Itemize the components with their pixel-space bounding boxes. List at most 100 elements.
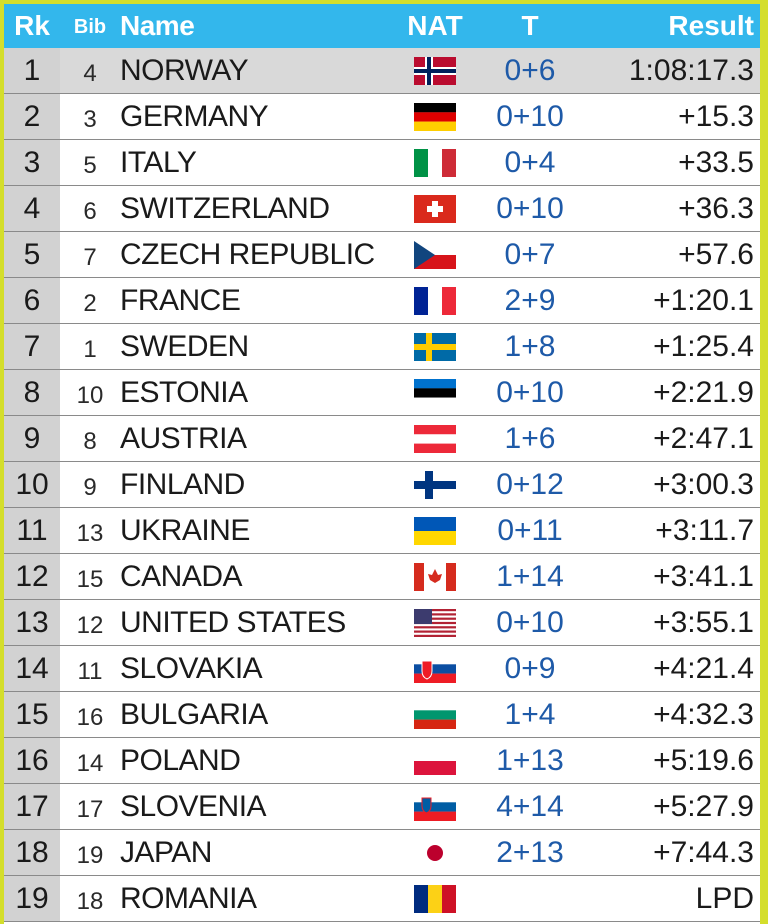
bib-cell: 18 bbox=[76, 887, 104, 915]
canada-flag-icon bbox=[414, 562, 456, 591]
nation-cell bbox=[400, 746, 470, 775]
result-cell: LPD bbox=[695, 881, 754, 915]
shooting-cell: 0+10 bbox=[496, 375, 564, 409]
table-row[interactable]: 13 12 UNITED STATES 0+10 +3:55.1 bbox=[4, 600, 760, 646]
rank-cell: 6 bbox=[4, 278, 60, 323]
rank-cell: 11 bbox=[4, 508, 60, 553]
bib-cell: 11 bbox=[77, 657, 103, 685]
header-shooting[interactable]: T bbox=[521, 10, 539, 41]
bib-cell: 19 bbox=[76, 841, 104, 869]
bib-cell: 6 bbox=[83, 197, 97, 225]
result-cell: +4:21.4 bbox=[653, 651, 754, 685]
table-row[interactable]: 7 1 SWEDEN 1+8 +1:25.4 bbox=[4, 324, 760, 370]
bib-cell: 17 bbox=[76, 795, 104, 823]
table-row[interactable]: 6 2 FRANCE 2+9 +1:20.1 bbox=[4, 278, 760, 324]
bib-cell: 9 bbox=[83, 473, 97, 501]
header-result[interactable]: Result bbox=[668, 10, 754, 41]
header-bib[interactable]: Bib bbox=[73, 15, 107, 38]
sweden-flag-icon bbox=[414, 332, 456, 361]
rank-cell: 18 bbox=[4, 830, 60, 875]
table-row[interactable]: 12 15 CANADA 1+14 +3:41.1 bbox=[4, 554, 760, 600]
japan-flag-icon bbox=[414, 838, 456, 867]
shooting-cell: 2+13 bbox=[496, 835, 564, 869]
table-row[interactable]: 16 14 POLAND 1+13 +5:19.6 bbox=[4, 738, 760, 784]
team-name: FRANCE bbox=[120, 283, 241, 317]
team-name: CZECH REPUBLIC bbox=[120, 237, 375, 271]
table-row[interactable]: 18 19 JAPAN 2+13 +7:44.3 bbox=[4, 830, 760, 876]
bib-cell: 15 bbox=[76, 565, 104, 593]
nation-cell bbox=[400, 562, 470, 591]
nation-cell bbox=[400, 378, 470, 407]
nation-cell bbox=[400, 792, 470, 821]
header-rank[interactable]: Rk bbox=[14, 10, 50, 41]
team-name: SLOVAKIA bbox=[120, 651, 263, 685]
table-row[interactable]: 2 3 GERMANY 0+10 +15.3 bbox=[4, 94, 760, 140]
shooting-cell: 0+4 bbox=[504, 145, 556, 179]
team-name: JAPAN bbox=[120, 835, 212, 869]
shooting-cell: 0+12 bbox=[496, 467, 564, 501]
slovakia-flag-icon bbox=[414, 654, 456, 683]
table-row[interactable]: 10 9 FINLAND 0+12 +3:00.3 bbox=[4, 462, 760, 508]
team-name: NORWAY bbox=[120, 53, 249, 87]
rank-cell: 9 bbox=[4, 416, 60, 461]
shooting-cell: 1+4 bbox=[504, 697, 556, 731]
rank-cell: 17 bbox=[4, 784, 60, 829]
estonia-flag-icon bbox=[414, 378, 456, 407]
header-nat[interactable]: NAT bbox=[407, 10, 463, 41]
shooting-cell: 4+14 bbox=[496, 789, 564, 823]
finland-flag-icon bbox=[414, 470, 456, 499]
table-row[interactable]: 5 7 CZECH REPUBLIC 0+7 +57.6 bbox=[4, 232, 760, 278]
nation-cell bbox=[400, 102, 470, 131]
table-body: 1 4 NORWAY 0+6 1:08:17.3 2 3 GERMANY 0+10 +15.3 3 5… bbox=[4, 48, 760, 922]
shooting-cell: 0+7 bbox=[504, 237, 556, 271]
table-row[interactable]: 14 11 SLOVAKIA 0+9 +4:21.4 bbox=[4, 646, 760, 692]
austria-flag-icon bbox=[414, 424, 456, 453]
rank-cell: 10 bbox=[4, 462, 60, 507]
rank-cell: 7 bbox=[4, 324, 60, 369]
header-name[interactable]: Name bbox=[120, 10, 195, 41]
team-name: SLOVENIA bbox=[120, 789, 267, 823]
rank-cell: 4 bbox=[4, 186, 60, 231]
bib-cell: 12 bbox=[76, 611, 104, 639]
table-row[interactable]: 4 6 SWITZERLAND 0+10 +36.3 bbox=[4, 186, 760, 232]
bib-cell: 10 bbox=[76, 381, 104, 409]
rank-cell: 3 bbox=[4, 140, 60, 185]
result-cell: +3:00.3 bbox=[653, 467, 754, 501]
nation-cell bbox=[400, 332, 470, 361]
result-cell: +5:19.6 bbox=[653, 743, 754, 777]
nation-cell bbox=[400, 194, 470, 223]
team-name: UNITED STATES bbox=[120, 605, 346, 639]
team-name: FINLAND bbox=[120, 467, 245, 501]
bib-cell: 16 bbox=[76, 703, 104, 731]
result-cell: +33.5 bbox=[678, 145, 754, 179]
team-name: GERMANY bbox=[120, 99, 269, 133]
rank-cell: 14 bbox=[4, 646, 60, 691]
rank-cell: 8 bbox=[4, 370, 60, 415]
rank-cell: 5 bbox=[4, 232, 60, 277]
nation-cell bbox=[400, 838, 470, 867]
rank-cell: 15 bbox=[4, 692, 60, 737]
table-row[interactable]: 8 10 ESTONIA 0+10 +2:21.9 bbox=[4, 370, 760, 416]
result-cell: +3:55.1 bbox=[653, 605, 754, 639]
table-row[interactable]: 9 8 AUSTRIA 1+6 +2:47.1 bbox=[4, 416, 760, 462]
results-table: Rk Bib Name NAT T Result 1 4 NORWAY 0+6 1:08… bbox=[4, 4, 760, 924]
result-cell: +2:47.1 bbox=[653, 421, 754, 455]
result-cell: +3:11.7 bbox=[655, 513, 754, 547]
table-row[interactable]: 17 17 SLOVENIA 4+14 +5:27.9 bbox=[4, 784, 760, 830]
bib-cell: 14 bbox=[76, 749, 104, 777]
shooting-cell: 1+8 bbox=[504, 329, 556, 363]
bib-cell: 8 bbox=[83, 427, 97, 455]
team-name: SWITZERLAND bbox=[120, 191, 330, 225]
germany-flag-icon bbox=[414, 102, 456, 131]
result-cell: +36.3 bbox=[678, 191, 754, 225]
table-row[interactable]: 15 16 BULGARIA 1+4 +4:32.3 bbox=[4, 692, 760, 738]
table-row[interactable]: 1 4 NORWAY 0+6 1:08:17.3 bbox=[4, 48, 760, 94]
slovenia-flag-icon bbox=[414, 792, 456, 821]
bib-cell: 7 bbox=[83, 243, 97, 271]
table-row[interactable]: 11 13 UKRAINE 0+11 +3:11.7 bbox=[4, 508, 760, 554]
rank-cell: 1 bbox=[4, 48, 60, 93]
table-row[interactable]: 19 18 ROMANIA LPD bbox=[4, 876, 760, 922]
nation-cell bbox=[400, 470, 470, 499]
table-row[interactable]: 3 5 ITALY 0+4 +33.5 bbox=[4, 140, 760, 186]
result-cell: +1:25.4 bbox=[653, 329, 754, 363]
